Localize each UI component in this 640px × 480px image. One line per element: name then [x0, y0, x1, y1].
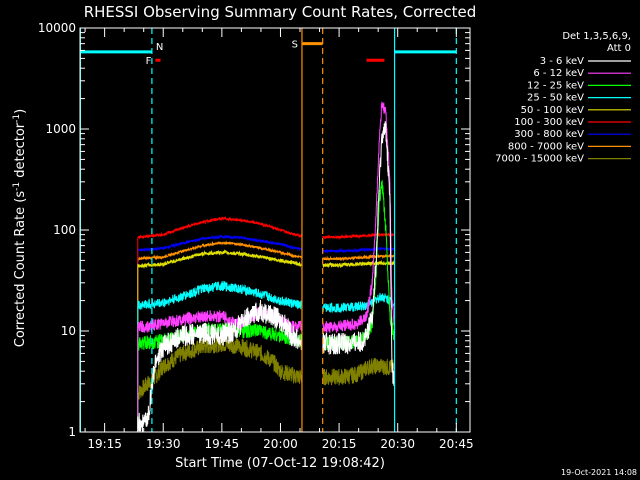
legend-entry: 3 - 6 keV [540, 56, 584, 67]
series-line [137, 335, 396, 432]
flag-label: F [146, 56, 152, 67]
series-line [137, 101, 396, 432]
series-line [137, 249, 396, 432]
legend-entry: 300 - 800 keV [514, 129, 584, 140]
legend-entry: 50 - 100 keV [521, 105, 585, 116]
footer-timestamp: 19-Oct-2021 14:08 [561, 468, 637, 477]
y-tick-label: 10 [61, 324, 76, 338]
x-tick-label: 20:00 [263, 437, 298, 451]
x-tick-label: 20:30 [380, 437, 415, 451]
x-tick-label: 19:15 [87, 437, 122, 451]
legend-entry: 100 - 300 keV [514, 117, 584, 128]
axes: 1 10 100 1000 10000 19:15 19:30 19:45 20:00 20:15… [38, 21, 474, 451]
x-tick-label: 20:15 [322, 437, 357, 451]
legend-entry: 7000 - 15000 keV [495, 154, 584, 165]
x-tick-label: 19:45 [205, 437, 240, 451]
legend-header: Det 1,3,5,6,9, [562, 31, 631, 42]
legend-entry: 12 - 25 keV [527, 80, 584, 91]
x-axis-label: Start Time (07-Oct-12 19:08:42) [175, 456, 385, 471]
series-line [137, 215, 396, 432]
series-line [137, 280, 396, 432]
marker-label: N [156, 42, 163, 53]
chart-title: RHESSI Observing Summary Count Rates, Co… [84, 3, 477, 21]
y-tick-label: 1 [68, 425, 76, 439]
x-tick-label: 19:30 [146, 437, 181, 451]
x-tick-label: 20:45 [439, 437, 474, 451]
plot-inner [80, 28, 457, 432]
legend-header: Att 0 [607, 43, 631, 54]
legend-entry: 800 - 7000 keV [508, 141, 584, 152]
flag-label: S [292, 40, 298, 51]
y-tick-label: 1000 [45, 122, 76, 136]
y-tick-label: 10000 [38, 21, 76, 35]
legend-entry: 25 - 50 keV [527, 93, 584, 104]
y-axis-label: Corrected Count Rate (s-1 detector-1) [12, 109, 28, 347]
series-line [137, 240, 395, 432]
legend-entry: 6 - 12 keV [533, 68, 584, 79]
series-line [137, 121, 396, 432]
plot-area: NF S [80, 28, 457, 432]
series-line [137, 234, 396, 432]
y-tick-label: 100 [53, 223, 76, 237]
